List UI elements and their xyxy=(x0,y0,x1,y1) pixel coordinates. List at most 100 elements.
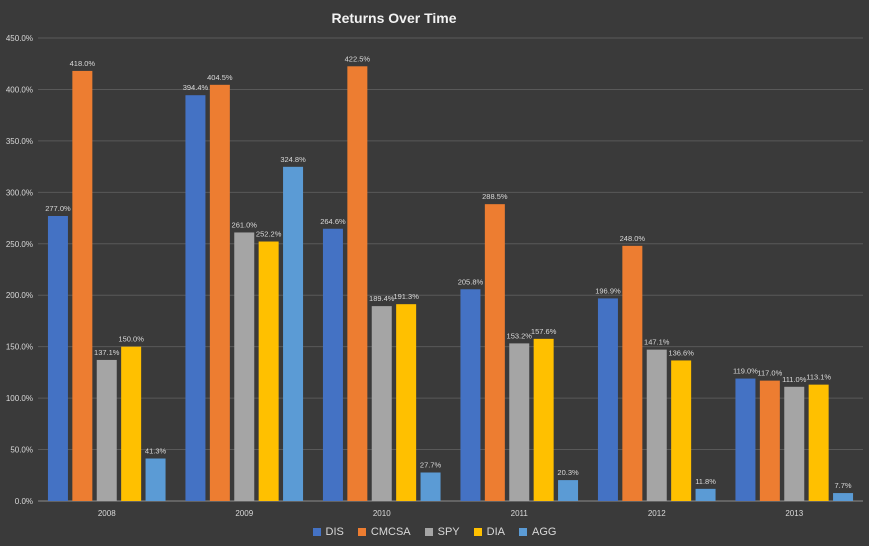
y-tick-label: 350.0% xyxy=(6,137,33,146)
x-tick-label: 2013 xyxy=(785,509,803,518)
bar-cmcsa-2010 xyxy=(347,66,368,502)
data-label: 20.3% xyxy=(557,468,579,477)
data-label: 153.2% xyxy=(507,331,533,340)
x-tick-label: 2008 xyxy=(98,509,116,518)
bar-dis-2012 xyxy=(597,298,618,501)
bar-cmcsa-2012 xyxy=(622,245,643,501)
bar-agg-2010 xyxy=(420,472,441,501)
legend: DIS CMCSA SPY DIA AGG xyxy=(0,526,869,538)
data-label: 27.7% xyxy=(420,460,442,469)
legend-item-dia: DIA xyxy=(473,526,505,538)
bar-agg-2008 xyxy=(145,458,166,501)
data-label: 422.5% xyxy=(345,54,371,63)
bar-spy-2010 xyxy=(371,306,392,501)
data-label: 191.3% xyxy=(393,292,419,301)
data-label: 248.0% xyxy=(620,234,646,243)
y-tick-label: 300.0% xyxy=(6,188,33,197)
bar-dia-2012 xyxy=(671,360,692,501)
data-label: 147.1% xyxy=(644,338,670,347)
x-tick-label: 2010 xyxy=(373,509,391,518)
y-axis-ticks: 0.0% 50.0% 100.0% 150.0% 200.0% 250.0% 300.0% 3… xyxy=(6,34,33,506)
bar-cmcsa-2009 xyxy=(209,84,230,501)
bar-agg-2009 xyxy=(283,166,304,501)
bar-cmcsa-2013 xyxy=(759,380,780,501)
legend-label: CMCSA xyxy=(370,526,411,538)
gridlines xyxy=(38,37,863,502)
data-label: 196.9% xyxy=(595,286,621,295)
data-label: 11.8% xyxy=(695,477,716,486)
bar-dia-2008 xyxy=(121,346,142,501)
bar-spy-2012 xyxy=(646,349,667,501)
legend-label: DIS xyxy=(325,526,344,538)
bar-dis-2009 xyxy=(185,95,206,501)
legend-swatch xyxy=(424,528,433,536)
bar-dia-2013 xyxy=(808,384,829,501)
data-label: 119.0% xyxy=(733,367,758,376)
bar-agg-2012 xyxy=(695,488,716,501)
data-label: 137.1% xyxy=(94,348,120,357)
chart-title: Returns Over Time xyxy=(331,10,456,26)
bar-dis-2008 xyxy=(47,215,68,501)
data-label: 150.0% xyxy=(118,335,144,344)
y-tick-label: 150.0% xyxy=(6,343,33,352)
data-label: 111.0% xyxy=(782,375,807,384)
y-tick-label: 100.0% xyxy=(6,394,33,403)
data-label: 41.3% xyxy=(145,447,167,456)
x-axis-ticks: 2008 2009 2010 2011 2012 2013 xyxy=(98,509,804,518)
legend-swatch xyxy=(473,528,482,536)
data-label: 189.4% xyxy=(369,294,395,303)
bar-agg-2013 xyxy=(833,493,854,501)
data-label: 7.7% xyxy=(834,481,851,490)
legend-label: AGG xyxy=(531,526,557,538)
y-tick-label: 0.0% xyxy=(15,497,33,506)
bar-spy-2013 xyxy=(784,386,805,501)
data-label: 157.6% xyxy=(531,327,557,336)
data-label: 136.6% xyxy=(668,348,694,357)
bar-chart: Returns Over Time 0.0%50.0%100.0%150.0%2… xyxy=(6,10,863,518)
legend-swatch xyxy=(312,528,321,536)
legend-swatch xyxy=(518,528,527,536)
legend-item-dis: DIS xyxy=(312,526,344,538)
bar-spy-2011 xyxy=(509,343,530,501)
data-labels: 277.0% 418.0% 137.1% 150.0% 41.3% 394.4%404.5… xyxy=(45,54,852,490)
y-tick-label: 400.0% xyxy=(6,85,33,94)
data-label: 261.0% xyxy=(232,220,258,229)
bar-agg-2011 xyxy=(558,480,579,501)
bar-dis-2013 xyxy=(735,378,756,501)
legend-item-agg: AGG xyxy=(518,526,557,538)
legend-label: DIA xyxy=(486,526,505,538)
legend-swatch xyxy=(357,528,366,536)
bar-dis-2011 xyxy=(460,289,481,501)
x-tick-label: 2012 xyxy=(648,509,666,518)
bar-spy-2008 xyxy=(96,359,117,501)
data-label: 288.5% xyxy=(482,192,508,201)
y-tick-label: 250.0% xyxy=(6,240,33,249)
bar-dia-2011 xyxy=(533,338,554,501)
data-label: 117.0% xyxy=(757,369,782,378)
bar-dia-2009 xyxy=(258,241,279,501)
y-tick-label: 200.0% xyxy=(6,291,33,300)
data-label: 418.0% xyxy=(70,59,96,68)
bar-cmcsa-2008 xyxy=(72,70,93,502)
x-tick-label: 2011 xyxy=(511,509,529,518)
data-label: 404.5% xyxy=(207,73,233,82)
bar-spy-2009 xyxy=(234,232,255,501)
data-label: 252.2% xyxy=(256,230,282,239)
data-label: 113.1% xyxy=(806,373,831,382)
bar-dis-2010 xyxy=(322,228,343,502)
bars xyxy=(47,66,854,502)
data-label: 277.0% xyxy=(45,204,71,213)
bar-cmcsa-2011 xyxy=(484,204,505,501)
y-tick-label: 450.0% xyxy=(6,34,33,43)
data-label: 324.8% xyxy=(280,155,306,164)
legend-item-cmcsa: CMCSA xyxy=(357,526,411,538)
data-label: 394.4% xyxy=(183,83,209,92)
y-tick-label: 50.0% xyxy=(10,446,33,455)
x-tick-label: 2009 xyxy=(235,509,253,518)
data-label: 205.8% xyxy=(458,277,484,286)
legend-label: SPY xyxy=(437,526,460,538)
legend-item-spy: SPY xyxy=(424,526,460,538)
data-label: 264.6% xyxy=(320,217,346,226)
bar-dia-2010 xyxy=(396,304,417,501)
